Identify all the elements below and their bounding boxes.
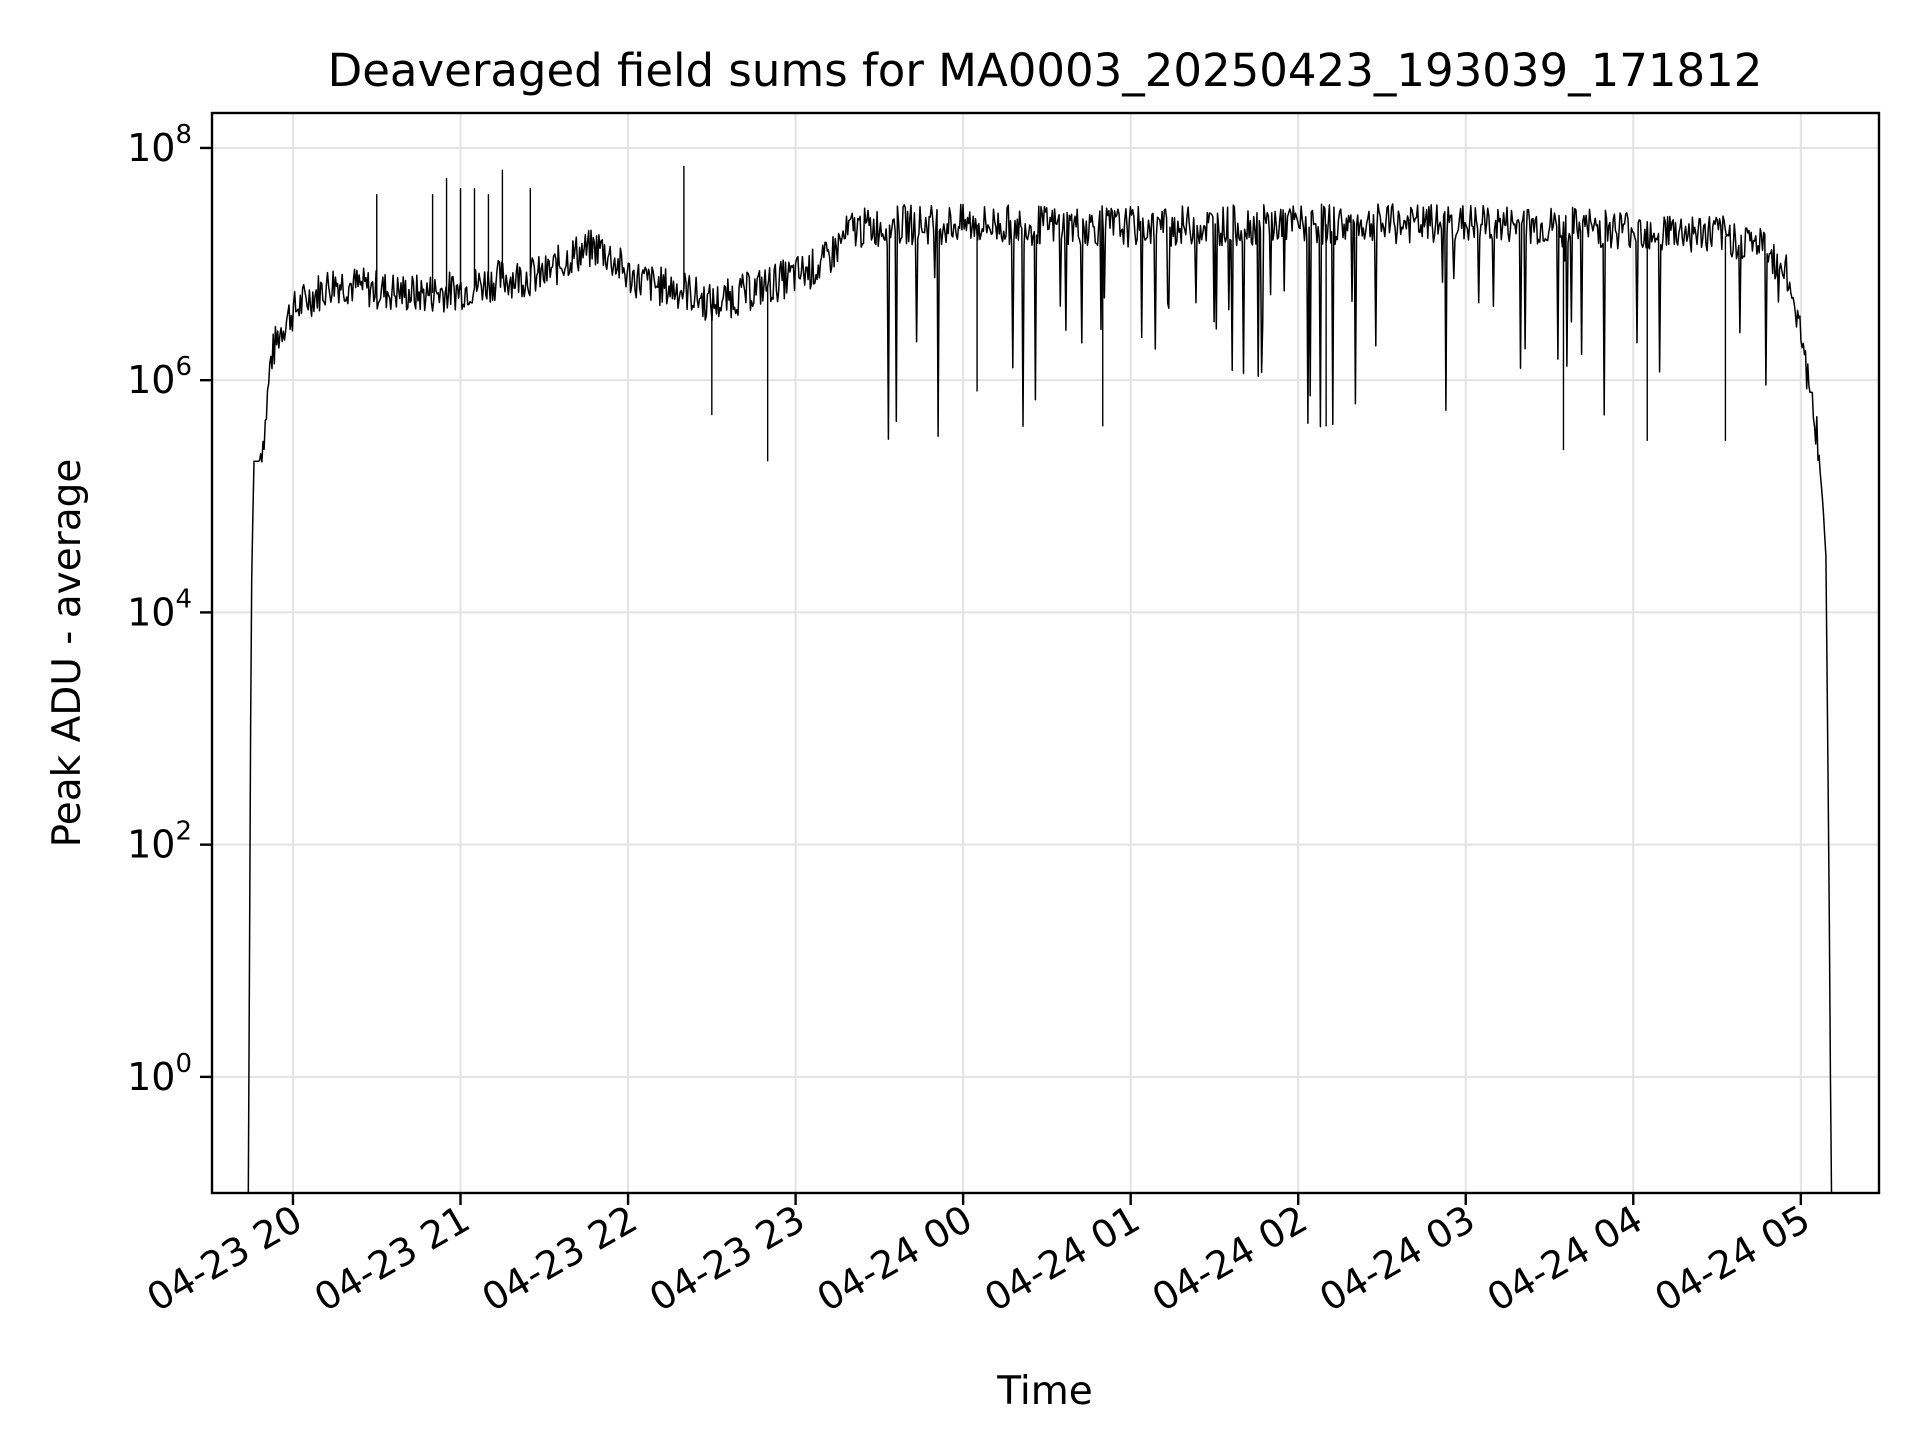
plot-frame [210,111,1881,1195]
series-layer [247,165,1833,1194]
x-tick-label: 04-23 20 [140,1197,310,1321]
grid-lines [212,113,1879,1193]
y-axis-label: Peak ADU - average [45,459,90,848]
y-tick-label: 100 [127,1049,192,1099]
y-tick-label: 104 [127,584,192,634]
y-tick-label: 102 [127,817,192,867]
series-line [247,203,1833,1194]
x-tick-label: 04-23 21 [307,1197,477,1321]
x-tick-label: 04-24 05 [1647,1197,1817,1321]
x-tick-label: 04-23 23 [642,1197,812,1321]
x-tick-label: 04-24 01 [977,1197,1147,1321]
y-tick-label: 108 [127,120,192,170]
x-tick-label: 04-24 02 [1145,1197,1315,1321]
x-tick-label: 04-24 03 [1312,1197,1482,1321]
x-axis-label: Time [996,1369,1092,1414]
x-tick-label: 04-23 22 [475,1197,645,1321]
y-tick-label: 106 [127,352,192,402]
x-tick-label: 04-24 04 [1480,1197,1650,1321]
chart-title: Deaveraged field sums for MA0003_2025042… [328,44,1763,97]
x-tick-label: 04-24 00 [810,1197,980,1321]
